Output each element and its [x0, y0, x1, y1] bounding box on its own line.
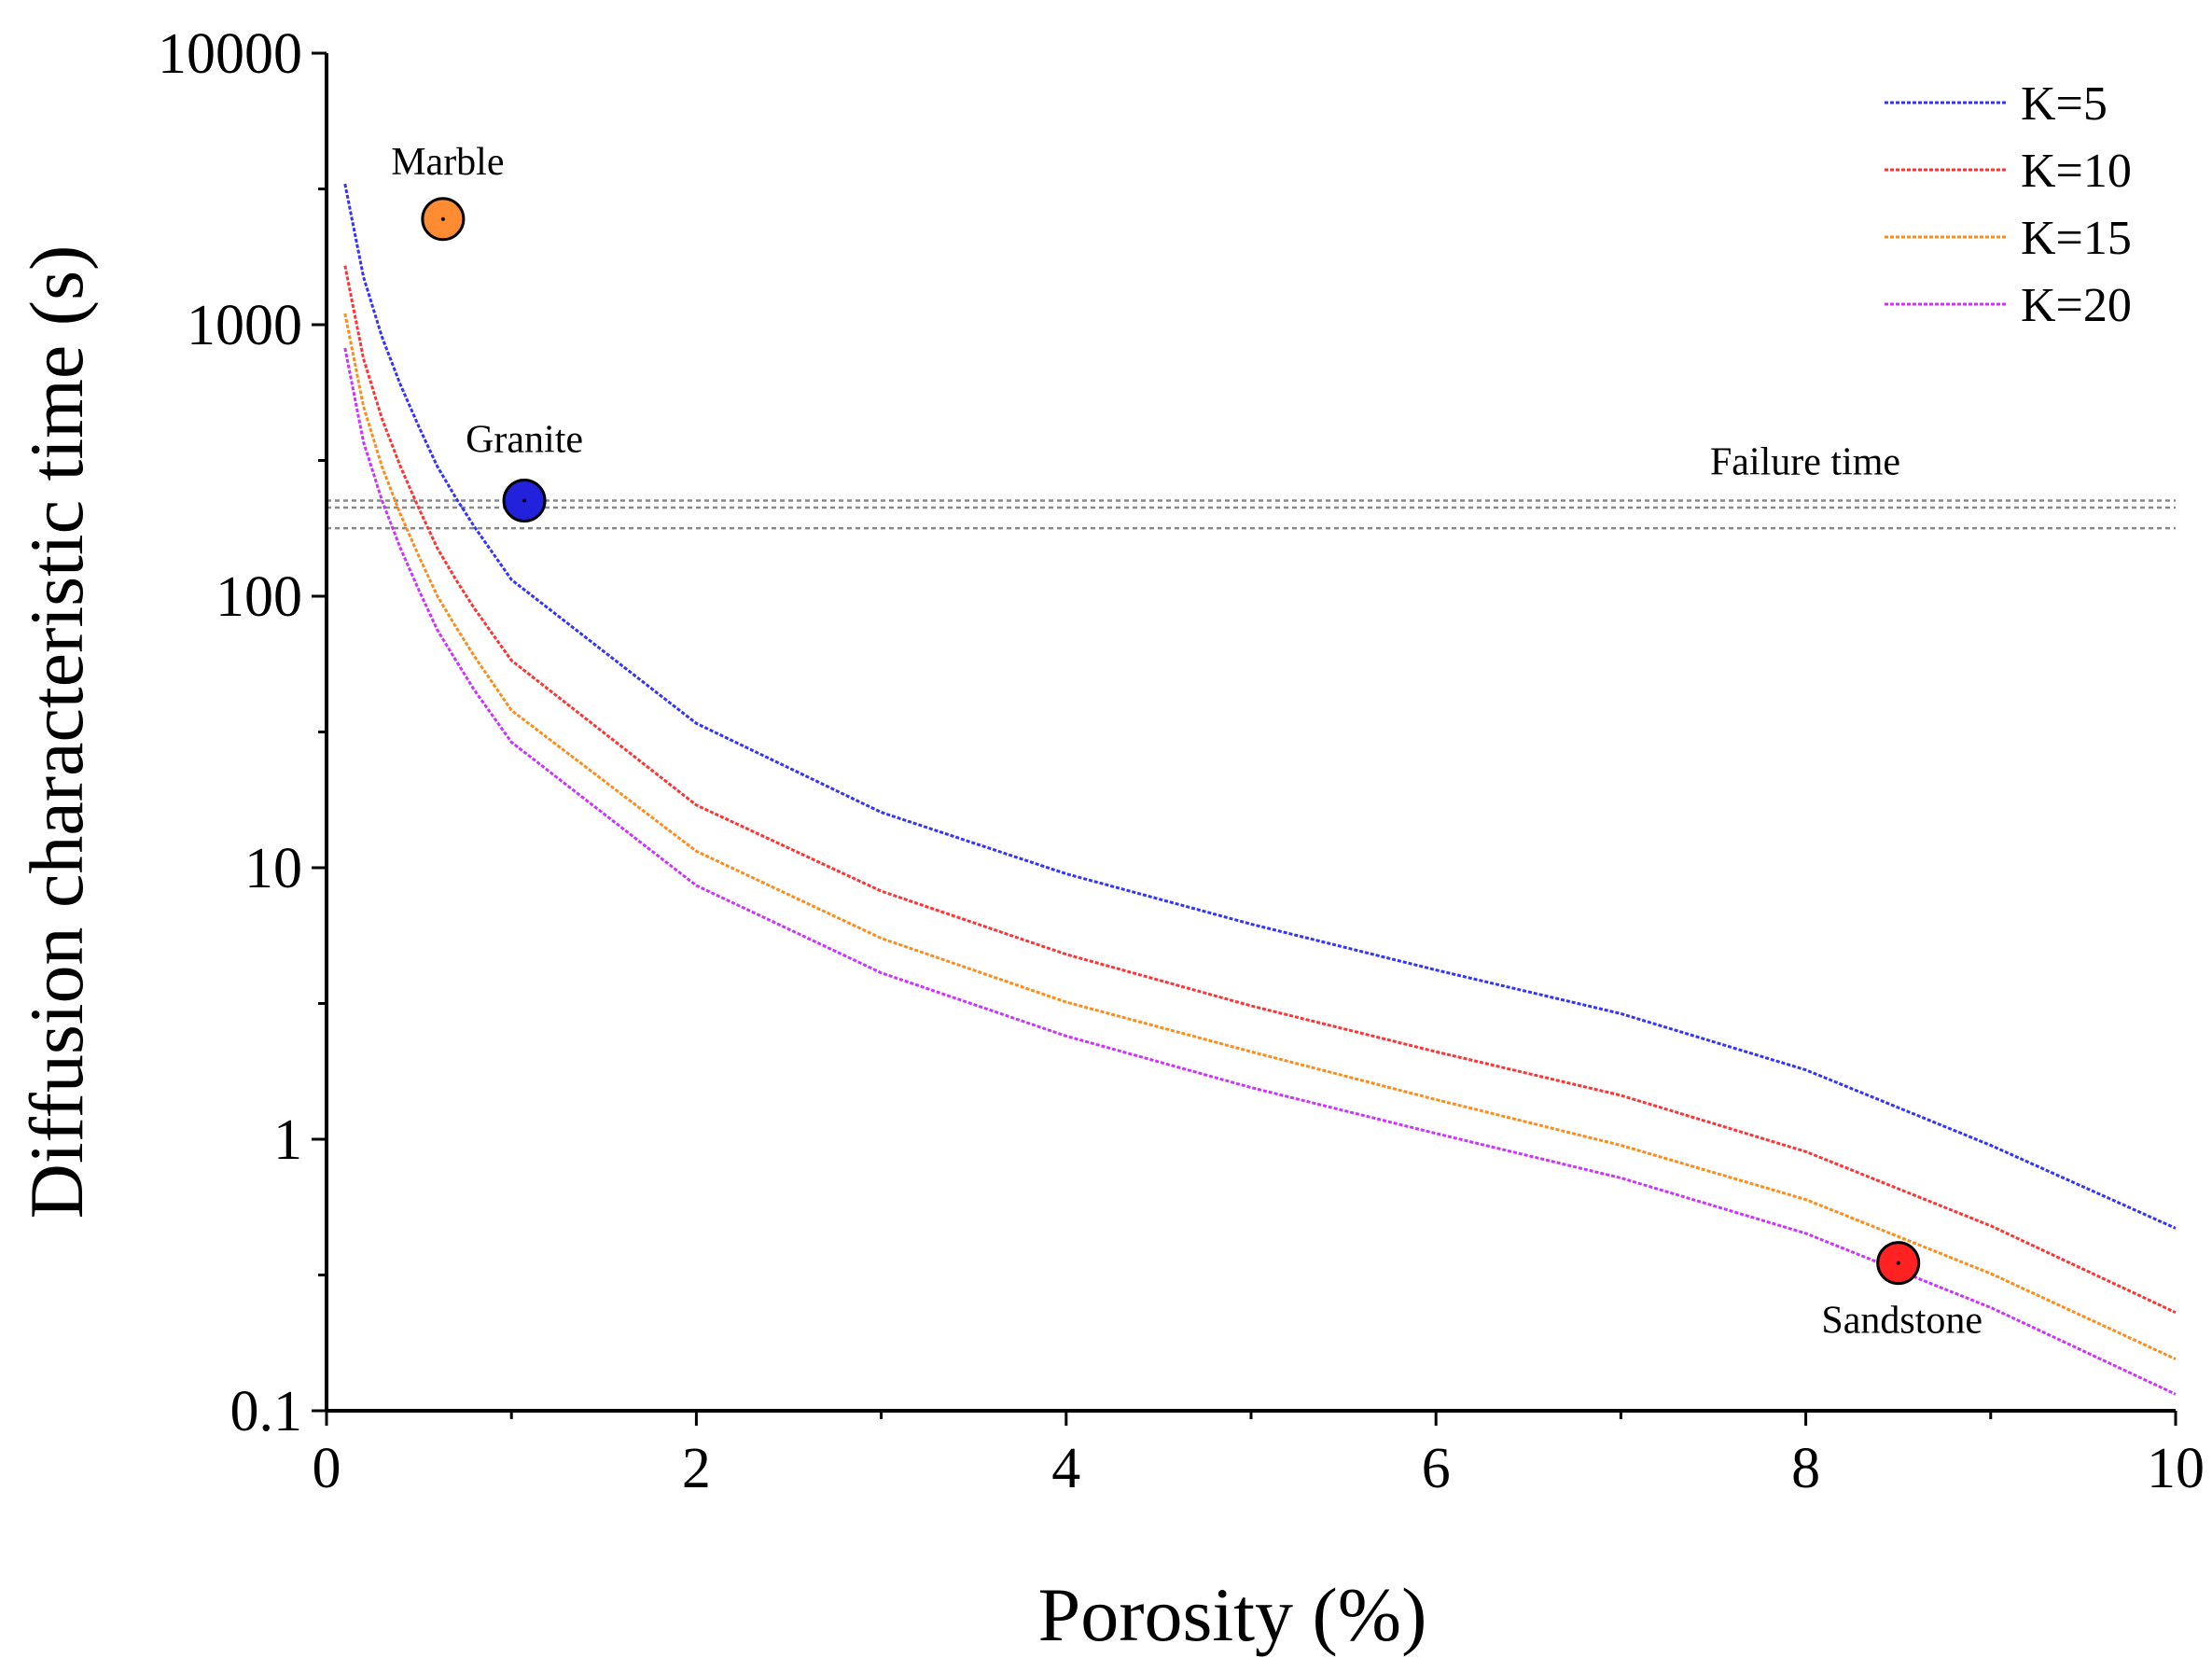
- y-tick-label-100: 100: [216, 565, 302, 629]
- legend-label-K=10: K=10: [2021, 145, 2132, 198]
- point-label-marble: Marble: [391, 141, 504, 184]
- point-center-marble: [440, 216, 445, 221]
- legend: K=5 K=10 K=15 K=20: [1885, 77, 2132, 332]
- x-axis-title: Porosity (%): [1038, 1572, 1427, 1657]
- series-line-K=15: [343, 313, 2177, 1360]
- y-tick-label-10: 10: [244, 837, 302, 900]
- failure-time-label: Failure time: [1710, 441, 1900, 484]
- point-center-granite: [522, 498, 527, 503]
- legend-label-K=20: K=20: [2021, 279, 2132, 332]
- x-tick-label-8: 8: [1791, 1437, 1820, 1500]
- x-tick-label-2: 2: [682, 1437, 711, 1500]
- y-axis-title: Diffusion characteristic time (s): [14, 245, 99, 1219]
- y-tick-label-0.1: 0.1: [230, 1380, 303, 1443]
- point-center-sandstone: [1896, 1261, 1900, 1265]
- reference-band: Failure time: [327, 441, 2176, 530]
- x-tick-label-10: 10: [2147, 1437, 2205, 1500]
- series-line-K=5: [343, 183, 2177, 1230]
- axes: 0 2 4 6 8 10 0.1 1 10 100 1000 10000: [158, 22, 2205, 1500]
- material-points-layer: Marble Granite Sandstone: [391, 141, 1982, 1343]
- y-tick-label-10000: 10000: [158, 22, 302, 86]
- legend-label-K=15: K=15: [2021, 212, 2132, 265]
- series-line-K=20: [343, 347, 2177, 1396]
- x-tick-label-0: 0: [313, 1437, 341, 1500]
- y-tick-label-1: 1: [273, 1108, 302, 1172]
- series-line-K=10: [343, 265, 2177, 1315]
- point-label-sandstone: Sandstone: [1821, 1300, 1982, 1343]
- x-tick-label-4: 4: [1051, 1437, 1080, 1500]
- y-tick-label-1000: 1000: [187, 294, 302, 357]
- point-label-granite: Granite: [466, 419, 583, 462]
- legend-label-K=5: K=5: [2021, 77, 2108, 131]
- series-layer: [343, 183, 2177, 1396]
- x-tick-label-6: 6: [1422, 1437, 1451, 1500]
